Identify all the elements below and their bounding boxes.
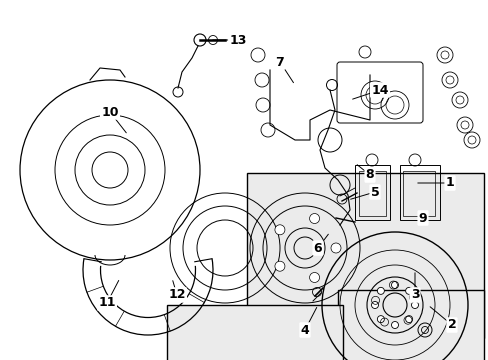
Text: 5: 5 — [370, 185, 379, 198]
Text: 8: 8 — [365, 168, 373, 181]
Circle shape — [391, 282, 398, 288]
Text: 7: 7 — [275, 55, 284, 68]
Text: 2: 2 — [447, 319, 455, 332]
Text: 12: 12 — [168, 288, 185, 302]
Circle shape — [274, 261, 285, 271]
Bar — [246, 173, 483, 338]
Text: 3: 3 — [410, 288, 418, 302]
Bar — [167, 305, 342, 360]
Bar — [402, 171, 434, 216]
Text: 6: 6 — [313, 242, 322, 255]
Circle shape — [330, 243, 340, 253]
Circle shape — [309, 273, 319, 283]
Circle shape — [309, 213, 319, 224]
Circle shape — [274, 225, 285, 235]
Bar — [399, 165, 439, 220]
Circle shape — [377, 287, 384, 294]
Circle shape — [405, 316, 412, 323]
Circle shape — [377, 316, 384, 323]
Text: 11: 11 — [98, 297, 116, 310]
Circle shape — [411, 302, 418, 309]
Text: 4: 4 — [300, 324, 309, 337]
Circle shape — [391, 321, 398, 328]
Bar — [358, 171, 385, 216]
Text: 10: 10 — [101, 105, 119, 118]
Circle shape — [405, 287, 412, 294]
Text: 9: 9 — [418, 211, 427, 225]
Text: 1: 1 — [445, 176, 453, 189]
Circle shape — [371, 302, 378, 309]
Text: 14: 14 — [370, 84, 388, 96]
Text: 13: 13 — [229, 33, 246, 46]
Bar — [337, 290, 483, 360]
Bar — [354, 165, 389, 220]
